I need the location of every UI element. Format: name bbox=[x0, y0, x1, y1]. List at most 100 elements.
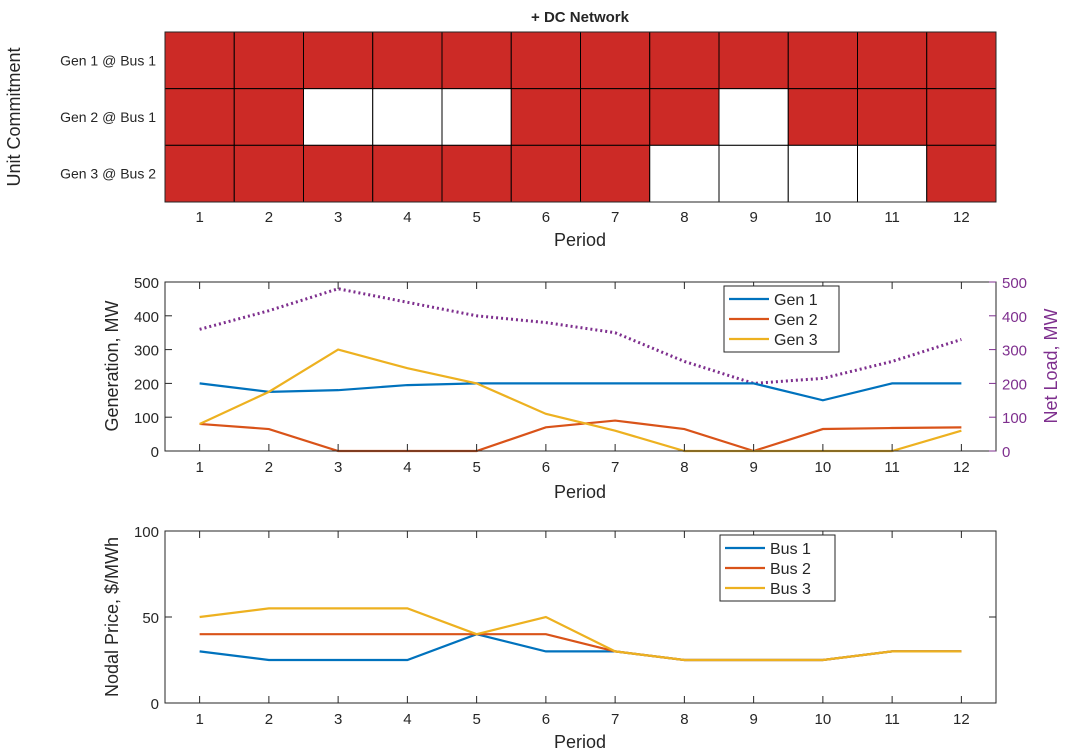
uc-cell bbox=[787, 88, 858, 146]
price-x-tick-label: 2 bbox=[265, 711, 273, 728]
price-ylabel: Nodal Price, $/MWh bbox=[102, 537, 122, 697]
price-x-tick-label: 10 bbox=[815, 711, 832, 728]
price-x-tick-label: 5 bbox=[472, 711, 480, 728]
uc-ylabel: Unit Commitment bbox=[4, 47, 24, 186]
uc-cell bbox=[441, 88, 512, 146]
uc-cell bbox=[372, 144, 443, 203]
uc-x-tick-label: 11 bbox=[884, 209, 900, 226]
uc-row-label: Gen 3 @ Bus 2 bbox=[60, 166, 156, 182]
generation-series-line bbox=[199, 382, 962, 402]
uc-cell bbox=[372, 88, 443, 146]
uc-row-labels: Gen 1 @ Bus 1 Gen 2 @ Bus 1 Gen 3 @ Bus 2 bbox=[60, 52, 156, 181]
generation-x-tick-label: 10 bbox=[815, 459, 832, 476]
generation-x-tick-label: 5 bbox=[472, 459, 480, 476]
net-load-y-ticks: 0 100 200 300 400 500 bbox=[989, 275, 1027, 461]
uc-cell bbox=[510, 144, 581, 203]
net-load-y-tick-label: 400 bbox=[1002, 309, 1027, 326]
uc-x-tick-label: 7 bbox=[611, 209, 619, 226]
uc-cell bbox=[164, 31, 235, 90]
generation-x-tick-label: 9 bbox=[749, 459, 757, 476]
price-legend: Bus 1 Bus 2 Bus 3 bbox=[719, 534, 836, 602]
generation-y-tick-label: 400 bbox=[134, 309, 159, 326]
uc-cell bbox=[441, 31, 512, 90]
uc-cell bbox=[580, 31, 651, 90]
uc-cells bbox=[164, 31, 997, 203]
net-load-y-tick-label: 300 bbox=[1002, 343, 1027, 360]
generation-y-tick-label: 500 bbox=[134, 275, 159, 292]
price-legend-label: Bus 2 bbox=[770, 561, 811, 578]
uc-cell bbox=[857, 31, 928, 90]
uc-cell bbox=[926, 144, 997, 203]
price-y-tick-label: 100 bbox=[134, 524, 159, 541]
uc-x-tick-label: 4 bbox=[403, 209, 411, 226]
uc-cell bbox=[372, 31, 443, 90]
price-x-tick-label: 8 bbox=[680, 711, 688, 728]
generation-legend-label: Gen 3 bbox=[774, 332, 818, 349]
price-y-ticks: 0 50 100 bbox=[134, 524, 996, 713]
uc-cell bbox=[233, 88, 304, 146]
price-legend-label: Bus 3 bbox=[770, 581, 811, 598]
generation-y-tick-label: 200 bbox=[134, 376, 159, 393]
uc-cell bbox=[857, 88, 928, 146]
uc-cell bbox=[510, 31, 581, 90]
generation-y-tick-label: 100 bbox=[134, 410, 159, 427]
price-x-tick-label: 1 bbox=[195, 711, 203, 728]
uc-cell bbox=[787, 31, 858, 90]
price-x-tick-label: 6 bbox=[542, 711, 550, 728]
uc-x-tick-label: 12 bbox=[953, 209, 970, 226]
price-lines bbox=[199, 607, 962, 662]
net-load-y-tick-label: 500 bbox=[1002, 275, 1027, 292]
generation-legend: Gen 1 Gen 2 Gen 3 bbox=[723, 285, 840, 353]
uc-cell bbox=[787, 144, 858, 203]
price-x-tick-label: 4 bbox=[403, 711, 411, 728]
price-axes-box bbox=[164, 530, 997, 704]
price-legend-label: Bus 1 bbox=[770, 541, 811, 558]
uc-axes-box bbox=[164, 31, 997, 203]
uc-cell bbox=[441, 144, 512, 203]
generation-x-tick-label: 4 bbox=[403, 459, 411, 476]
uc-x-tick-label: 1 bbox=[195, 209, 203, 226]
generation-xlabel: Period bbox=[554, 482, 606, 502]
uc-x-tick-label: 9 bbox=[749, 209, 757, 226]
uc-x-tick-label: 3 bbox=[334, 209, 342, 226]
net-load-ylabel: Net Load, MW bbox=[1041, 308, 1061, 423]
uc-xlabel: Period bbox=[554, 230, 606, 250]
price-x-ticks: 1 2 3 4 5 6 7 8 9 10 11 12 bbox=[195, 531, 970, 728]
net-load-line bbox=[199, 287, 962, 385]
uc-x-tick-label: 5 bbox=[472, 209, 480, 226]
uc-x-tick-label: 6 bbox=[542, 209, 550, 226]
uc-x-ticks: 1 2 3 4 5 6 7 8 9 10 11 12 bbox=[195, 209, 969, 226]
uc-x-tick-label: 2 bbox=[265, 209, 273, 226]
uc-cell bbox=[649, 31, 720, 90]
uc-cell bbox=[580, 144, 651, 203]
generation-x-tick-label: 11 bbox=[884, 459, 900, 476]
generation-lines bbox=[199, 287, 962, 453]
net-load-y-tick-label: 100 bbox=[1002, 410, 1027, 427]
uc-cell bbox=[718, 31, 789, 90]
generation-y-ticks: 0 100 200 300 400 500 bbox=[134, 275, 172, 461]
price-x-tick-label: 12 bbox=[953, 711, 970, 728]
generation-series-line bbox=[199, 419, 962, 453]
uc-row-label: Gen 2 @ Bus 1 bbox=[60, 109, 156, 125]
generation-x-tick-label: 8 bbox=[680, 459, 688, 476]
price-series-line bbox=[199, 607, 962, 662]
price-y-tick-label: 0 bbox=[151, 696, 159, 713]
generation-x-tick-label: 2 bbox=[265, 459, 273, 476]
generation-legend-label: Gen 1 bbox=[774, 292, 818, 309]
uc-cell bbox=[926, 88, 997, 146]
uc-row-label: Gen 1 @ Bus 1 bbox=[60, 52, 156, 68]
uc-x-tick-label: 8 bbox=[680, 209, 688, 226]
price-x-tick-label: 3 bbox=[334, 711, 342, 728]
uc-cell bbox=[510, 88, 581, 146]
uc-cell bbox=[649, 144, 720, 203]
uc-cell bbox=[303, 31, 374, 90]
generation-x-tick-label: 1 bbox=[195, 459, 203, 476]
uc-cell bbox=[303, 88, 374, 146]
generation-y-tick-label: 300 bbox=[134, 343, 159, 360]
uc-cell bbox=[857, 144, 928, 203]
generation-x-tick-label: 3 bbox=[334, 459, 342, 476]
